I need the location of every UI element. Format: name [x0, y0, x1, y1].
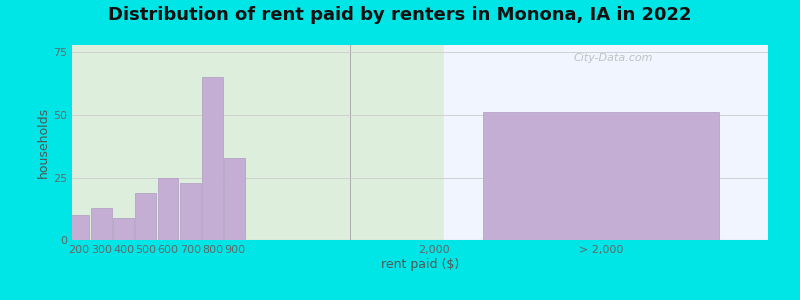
Bar: [90, 208, 112, 240]
Text: City-Data.com: City-Data.com: [573, 52, 653, 63]
X-axis label: rent paid ($): rent paid ($): [381, 258, 459, 271]
Bar: [444, 45, 768, 240]
Bar: [113, 218, 134, 240]
Text: Distribution of rent paid by renters in Monona, IA in 2022: Distribution of rent paid by renters in …: [108, 6, 692, 24]
Y-axis label: households: households: [38, 107, 50, 178]
Bar: [225, 158, 246, 240]
Bar: [135, 193, 156, 240]
Bar: [69, 215, 90, 240]
Bar: [180, 182, 201, 240]
Bar: [72, 45, 444, 240]
Bar: [482, 112, 719, 240]
Bar: [158, 178, 178, 240]
Bar: [202, 77, 223, 240]
